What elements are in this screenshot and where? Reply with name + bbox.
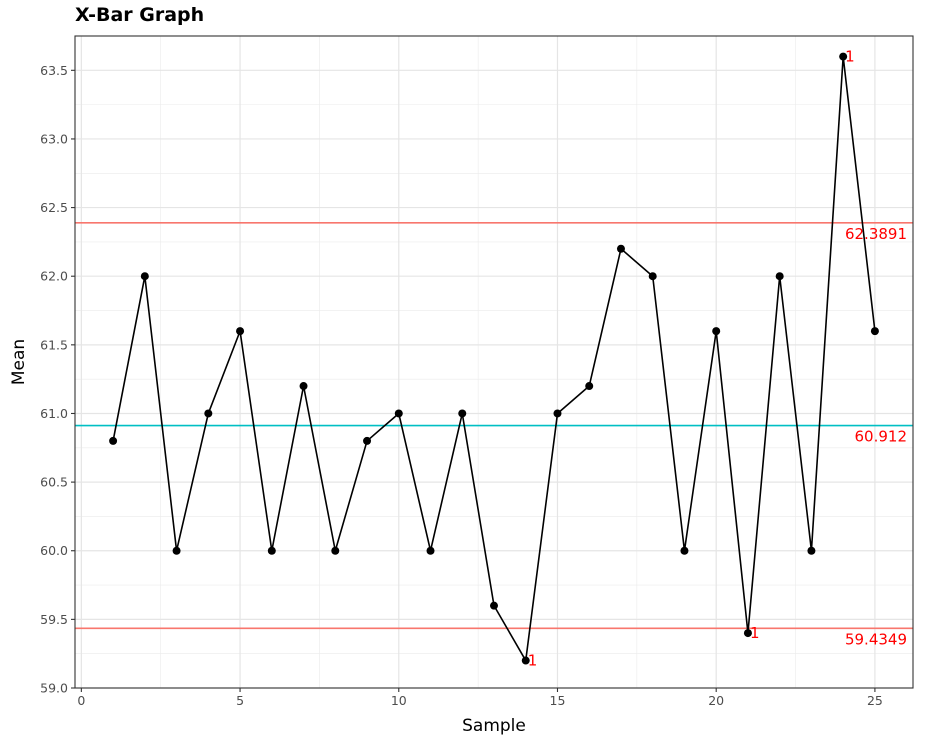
x-tick-label: 20	[708, 693, 724, 708]
data-point	[140, 272, 149, 281]
x-tick-label: 0	[77, 693, 85, 708]
x-axis: 0 5 10 15 20 25	[77, 688, 883, 708]
reference-lines	[75, 222, 913, 630]
data-point	[363, 436, 372, 445]
x-tick-label: 25	[867, 693, 883, 708]
data-point	[490, 601, 498, 610]
flag-label: 1	[528, 652, 538, 670]
data-point	[299, 382, 308, 391]
x-tick-label: 15	[550, 693, 566, 708]
data-point	[458, 409, 467, 418]
data-point	[331, 546, 340, 555]
x-tick-label: 10	[391, 693, 407, 708]
reference-line-label: 59.4349	[845, 630, 907, 648]
y-axis: 59.0 59.5 60.0 60.5 61.0 61.5 62.0 62.5 63.0 63.5	[40, 63, 75, 696]
y-tick-label: 63.5	[40, 63, 68, 78]
flag-label: 1	[750, 624, 760, 642]
reference-line-label: 60.912	[855, 428, 908, 446]
data-point	[807, 546, 816, 555]
data-point	[394, 409, 403, 418]
data-point	[585, 382, 594, 391]
data-point	[616, 244, 625, 253]
y-tick-label: 62.5	[40, 200, 68, 215]
y-tick-label: 60.5	[40, 475, 68, 490]
data-point	[839, 52, 848, 61]
data-point	[870, 327, 879, 336]
data-point	[680, 546, 689, 555]
data-point	[236, 327, 245, 336]
grid-minor	[75, 36, 913, 688]
reference-line-labels: 62.3891 60.912 59.4349	[845, 225, 907, 649]
flag-label: 1	[845, 48, 855, 66]
y-tick-label: 61.0	[40, 406, 68, 421]
flag-labels: 1 1 1	[528, 48, 855, 670]
data-point	[172, 546, 181, 555]
y-tick-label: 63.0	[40, 131, 68, 146]
data-point	[743, 629, 752, 638]
y-tick-label: 62.0	[40, 269, 68, 284]
reference-line-label: 62.3891	[845, 225, 907, 243]
plot-panel	[75, 36, 913, 688]
data-point	[109, 436, 118, 445]
data-point	[521, 656, 530, 665]
data-point	[712, 327, 721, 336]
x-axis-title: Sample	[462, 716, 526, 736]
y-tick-label: 59.0	[40, 681, 68, 696]
series-group	[109, 52, 879, 665]
data-point	[553, 409, 562, 418]
y-tick-label: 61.5	[40, 337, 68, 352]
plot-border	[74, 35, 914, 689]
x-tick-label: 5	[236, 693, 244, 708]
y-tick-label: 60.0	[40, 543, 68, 558]
data-point	[775, 272, 784, 281]
data-point	[426, 546, 435, 555]
chart-title: X-Bar Graph	[75, 4, 204, 26]
y-tick-label: 59.5	[40, 612, 68, 627]
data-point	[267, 546, 276, 555]
data-point	[204, 409, 213, 418]
data-point	[648, 272, 657, 281]
y-axis-title: Mean	[9, 339, 29, 385]
